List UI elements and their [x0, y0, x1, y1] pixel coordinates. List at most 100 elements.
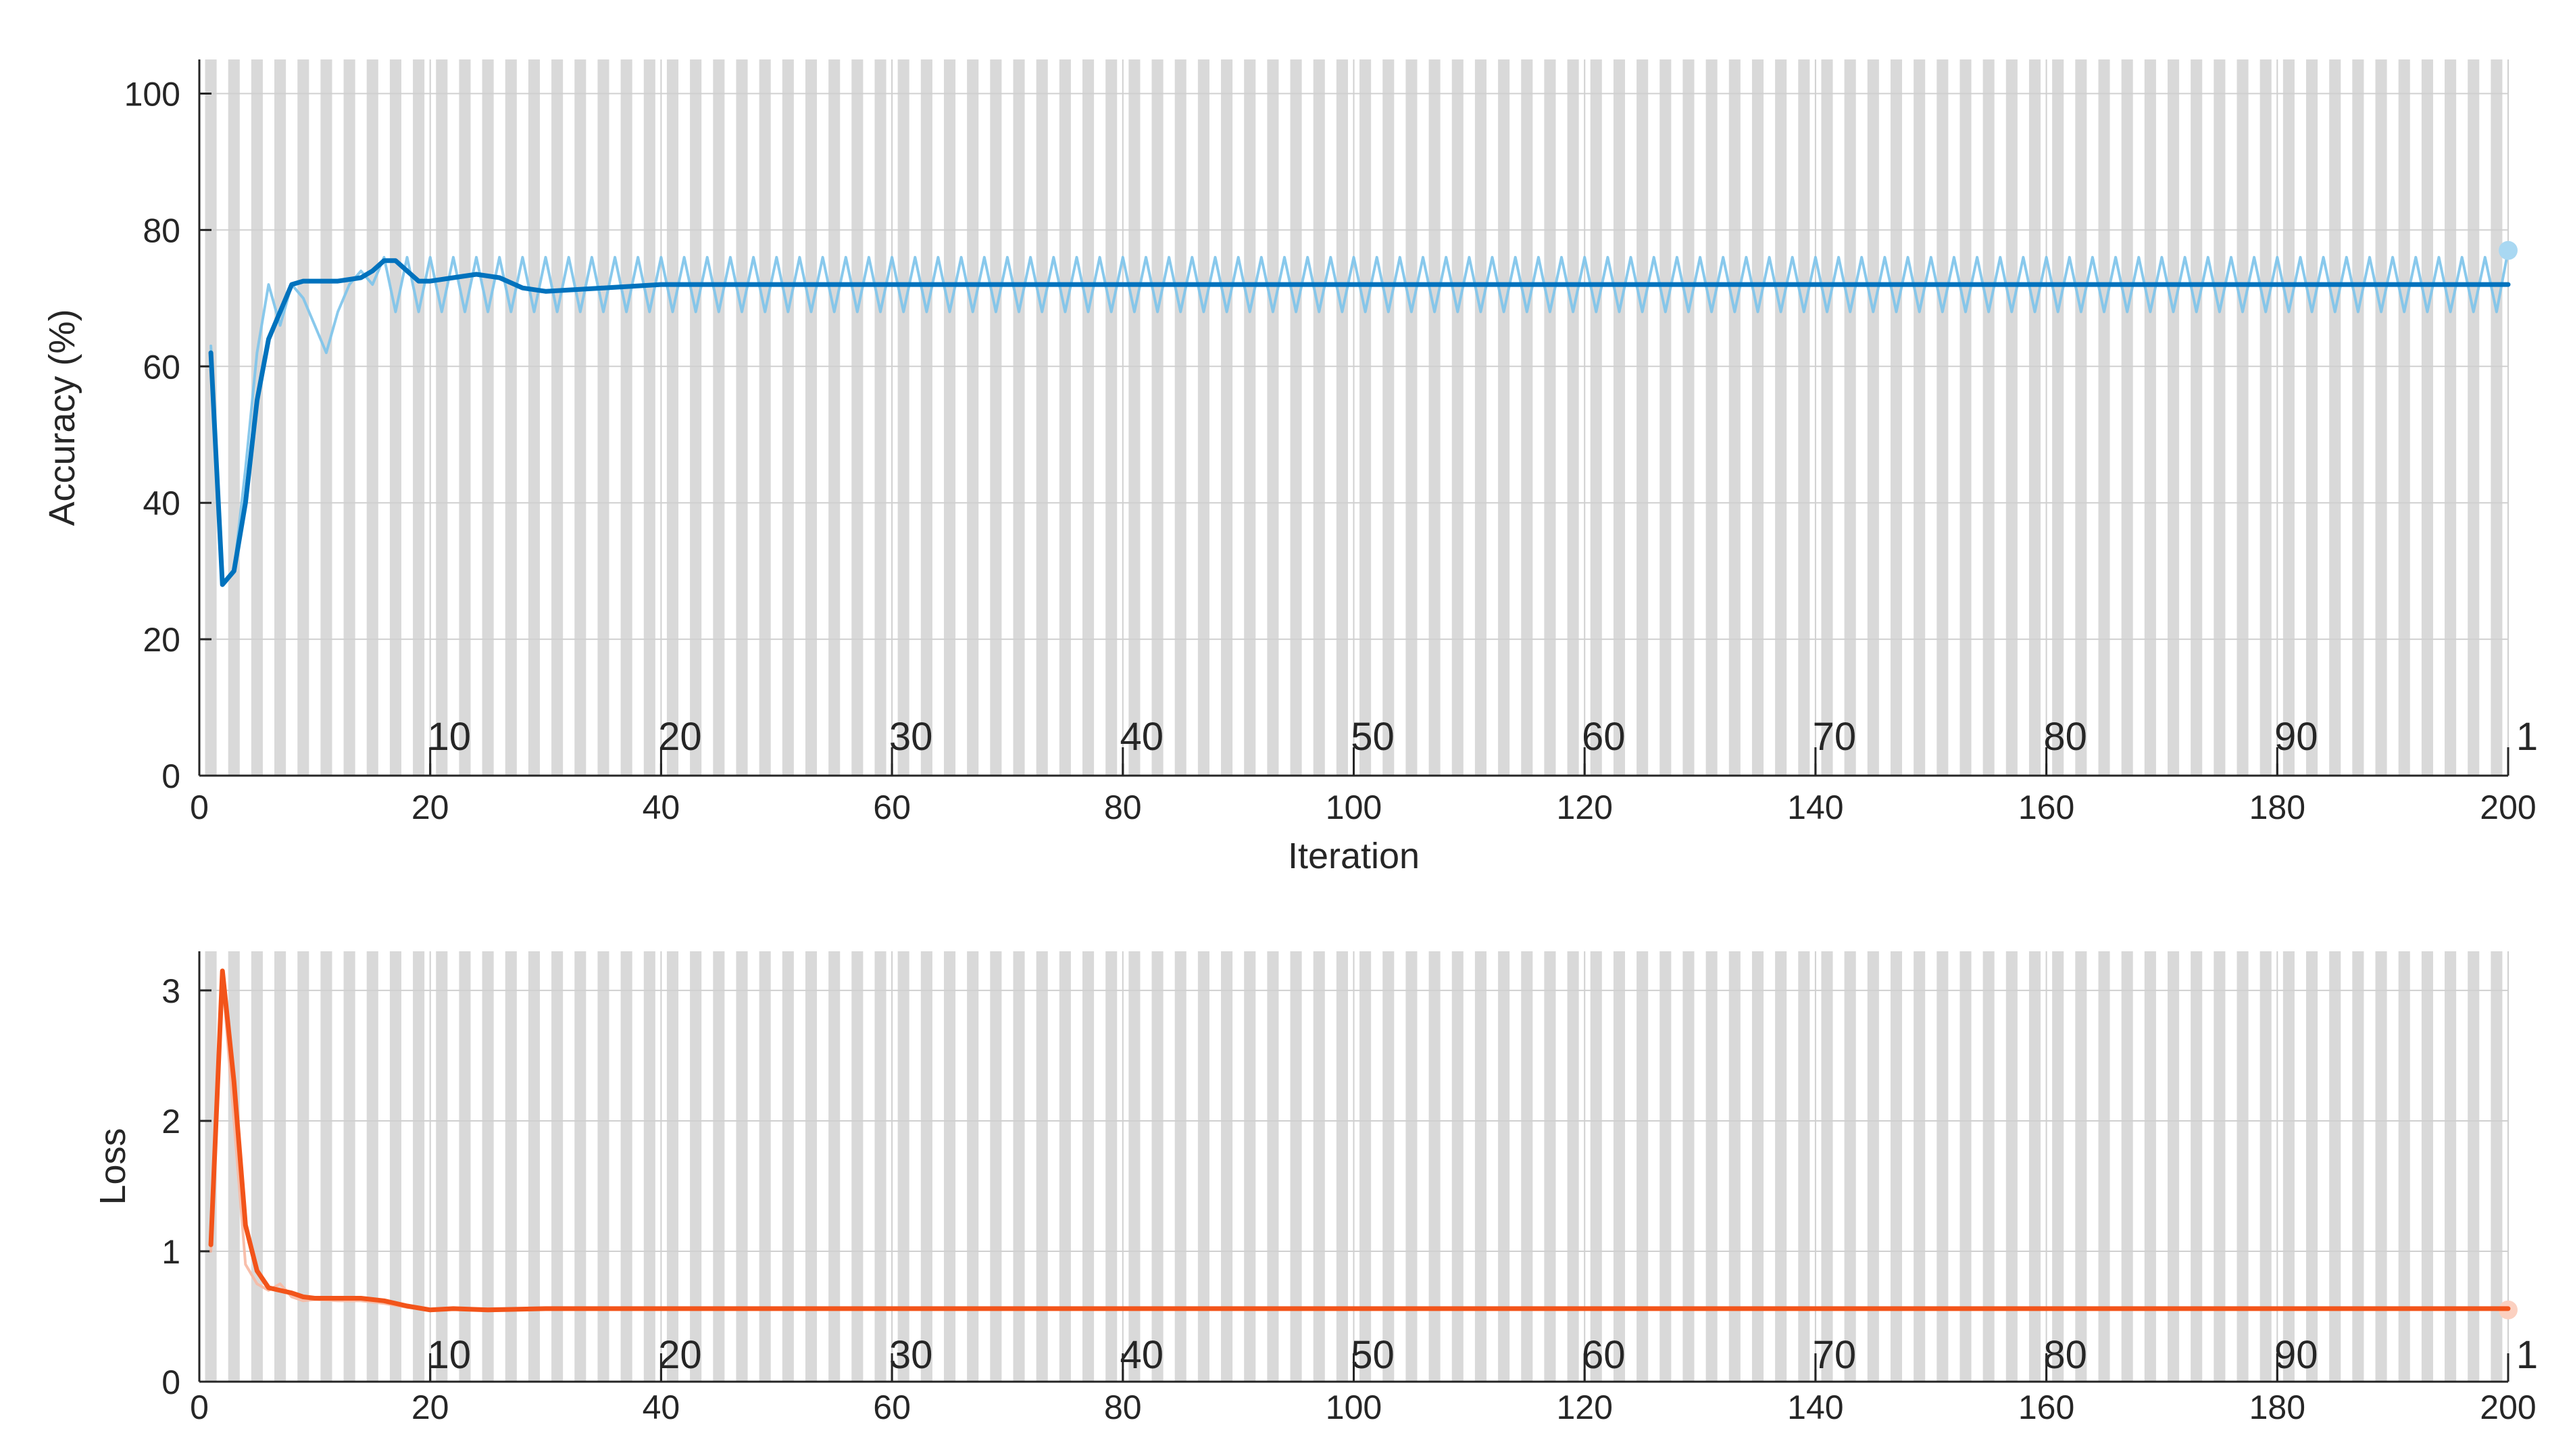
x-tick-label: 200: [2480, 788, 2536, 826]
epoch-band: [851, 951, 864, 1382]
epoch-band: [343, 59, 355, 776]
x-tick-label: 120: [1556, 788, 1612, 826]
epoch-band: [2352, 59, 2364, 776]
epoch-label: 50: [1351, 1333, 1395, 1377]
epoch-label: 30: [889, 715, 933, 759]
epoch-label: 10: [427, 1333, 471, 1377]
epoch-band: [690, 59, 702, 776]
epoch-band: [874, 59, 886, 776]
epoch-band: [2491, 951, 2503, 1382]
epoch-band: [1382, 951, 1395, 1382]
epoch-band: [551, 951, 564, 1382]
epoch-band: [274, 951, 286, 1382]
epoch-band: [2468, 59, 2480, 776]
epoch-band: [366, 951, 378, 1382]
epoch-band: [1174, 59, 1186, 776]
epoch-band: [1751, 951, 1764, 1382]
epoch-band: [1982, 951, 1995, 1382]
epoch-bands: [205, 59, 2503, 776]
epoch-band: [2468, 951, 2480, 1382]
epoch-band: [1197, 951, 1209, 1382]
epoch-band: [782, 59, 794, 776]
epoch-band: [1728, 59, 1741, 776]
epoch-band: [2237, 951, 2249, 1382]
epoch-band: [482, 59, 494, 776]
epoch-band: [1682, 951, 1695, 1382]
epoch-band: [1405, 59, 1418, 776]
epoch-label: 60: [1582, 1333, 1626, 1377]
epoch-band: [205, 951, 217, 1382]
epoch-band: [1059, 59, 1071, 776]
y-tick-label: 20: [143, 621, 180, 659]
x-tick-label: 140: [1787, 1388, 1843, 1426]
epoch-band: [1844, 59, 1856, 776]
epoch-band: [1590, 59, 1602, 776]
accuracy-final-marker: [2499, 241, 2518, 260]
accuracy-smoothed-line: [208, 258, 2511, 587]
epoch-band: [1013, 59, 1025, 776]
epoch-band: [1451, 951, 1464, 1382]
epoch-band: [2121, 59, 2133, 776]
x-tick-label: 200: [2480, 1388, 2536, 1426]
epoch-band: [574, 59, 586, 776]
epoch-band: [2005, 951, 2018, 1382]
epoch-band: [2421, 951, 2433, 1382]
epoch-band: [2075, 951, 2087, 1382]
epoch-band: [1775, 951, 1787, 1382]
x-tick-label: 0: [190, 788, 209, 826]
y-tick-label: 80: [143, 211, 180, 249]
epoch-band: [1613, 59, 1625, 776]
epoch-band: [528, 59, 541, 776]
epoch-band: [2375, 59, 2387, 776]
epoch-band: [2005, 59, 2018, 776]
epoch-label: 90: [2274, 715, 2318, 759]
epoch-band: [1937, 951, 1949, 1382]
epoch-band: [620, 951, 632, 1382]
epoch-band: [990, 951, 1002, 1382]
epoch-band: [1267, 59, 1279, 776]
epoch-band: [459, 951, 471, 1382]
epoch-band: [1613, 951, 1625, 1382]
epoch-band: [1567, 59, 1579, 776]
epoch-band: [1267, 951, 1279, 1382]
epoch-band: [1336, 59, 1348, 776]
epoch-band: [1221, 951, 1233, 1382]
x-tick-label: 100: [1326, 1388, 1382, 1426]
epoch-band: [1959, 951, 1972, 1382]
grid: [199, 951, 2509, 1382]
epoch-band: [897, 59, 909, 776]
x-tick-label: 20: [411, 1388, 449, 1426]
x-tick-label: 100: [1326, 788, 1382, 826]
epoch-band: [874, 951, 886, 1382]
epoch-label: 80: [2043, 715, 2087, 759]
epoch-band: [1959, 59, 1972, 776]
epoch-band: [2214, 59, 2226, 776]
epoch-band: [920, 59, 932, 776]
y-tick-label: 40: [143, 484, 180, 522]
epoch-band: [1705, 951, 1718, 1382]
epoch-band: [597, 951, 609, 1382]
epoch-band: [782, 951, 794, 1382]
epoch-band: [1751, 59, 1764, 776]
epoch-band: [713, 59, 725, 776]
epoch-band: [1705, 59, 1718, 776]
epoch-band: [920, 951, 932, 1382]
epoch-band: [897, 951, 909, 1382]
epoch-band: [1544, 59, 1556, 776]
x-axis-label: Iteration: [1288, 836, 1420, 876]
epoch-band: [2028, 951, 2041, 1382]
epoch-band: [828, 951, 841, 1382]
epoch-band: [413, 59, 425, 776]
epoch-band: [1059, 951, 1071, 1382]
epoch-band: [967, 951, 979, 1382]
grid: [199, 59, 2509, 776]
epoch-band: [643, 951, 655, 1382]
epoch-band: [389, 59, 401, 776]
epoch-band: [505, 59, 517, 776]
epoch-band: [805, 951, 818, 1382]
epoch-band: [2445, 951, 2457, 1382]
epoch-band: [1244, 59, 1256, 776]
epoch-band: [2259, 59, 2272, 776]
epoch-band: [759, 951, 771, 1382]
epoch-band: [597, 59, 609, 776]
